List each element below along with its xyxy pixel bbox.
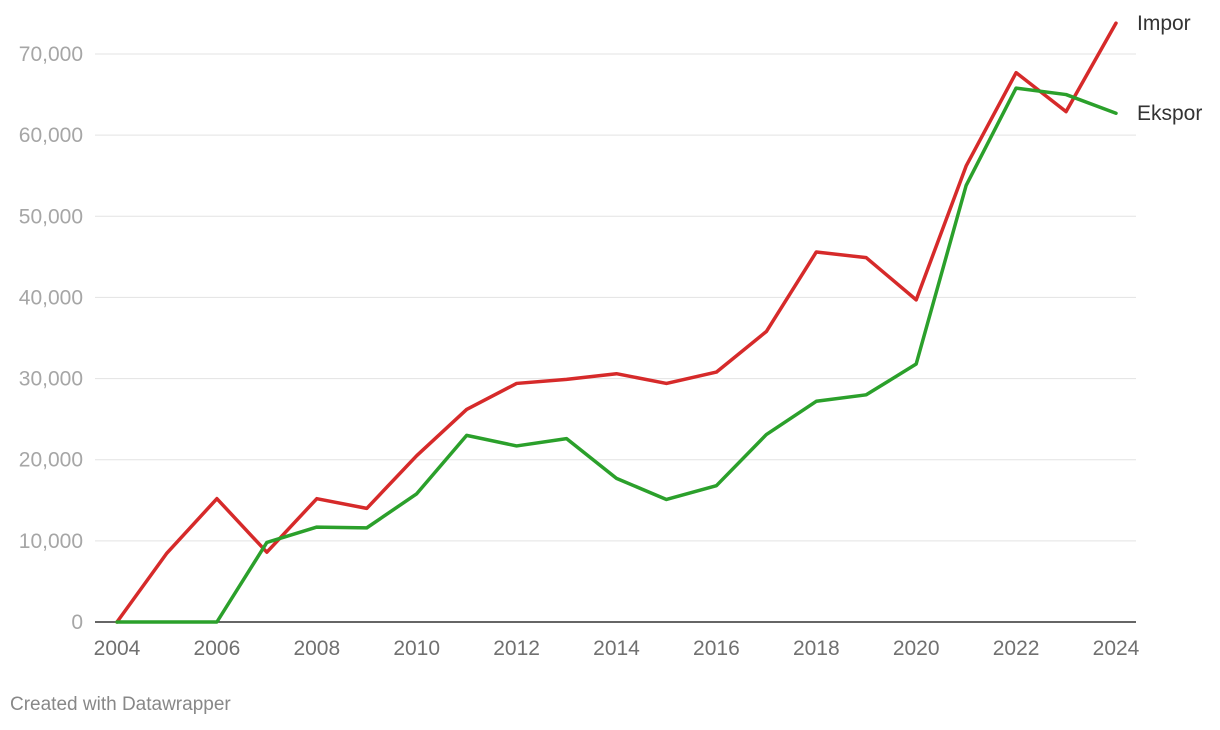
x-tick-label: 2016 — [693, 637, 740, 660]
series-labels: Impor Ekspor — [1137, 12, 1202, 125]
x-tick-label: 2006 — [194, 637, 241, 660]
y-tick-label: 40,000 — [19, 286, 83, 309]
y-tick-label: 70,000 — [19, 43, 83, 66]
series-line-ekspor — [115, 86, 1118, 624]
x-tick-label: 2024 — [1093, 637, 1140, 660]
series-line-impor — [115, 21, 1118, 624]
x-axis: 2004 2006 2008 2010 2012 2014 2016 2018 2020 2022… — [94, 637, 1140, 660]
x-tick-label: 2014 — [593, 637, 640, 660]
series-label-impor: Impor — [1137, 12, 1191, 35]
x-tick-label: 2018 — [793, 637, 840, 660]
series-label-ekspor: Ekspor — [1137, 102, 1202, 125]
x-tick-label: 2020 — [893, 637, 940, 660]
y-tick-label: 60,000 — [19, 124, 83, 147]
credit-text: Created with Datawrapper — [10, 694, 231, 715]
series-lines — [115, 21, 1118, 624]
x-tick-label: 2008 — [293, 637, 340, 660]
y-tick-label: 50,000 — [19, 205, 83, 228]
y-axis: 0 10,000 20,000 30,000 40,000 50,000 60,000 70,… — [19, 43, 83, 634]
y-tick-label: 10,000 — [19, 530, 83, 553]
y-tick-label: 20,000 — [19, 449, 83, 472]
y-tick-label: 0 — [71, 611, 83, 634]
x-tick-label: 2010 — [393, 637, 440, 660]
x-tick-label: 2022 — [993, 637, 1040, 660]
x-tick-label: 2012 — [493, 637, 540, 660]
x-tick-label: 2004 — [94, 637, 141, 660]
y-tick-label: 30,000 — [19, 368, 83, 391]
